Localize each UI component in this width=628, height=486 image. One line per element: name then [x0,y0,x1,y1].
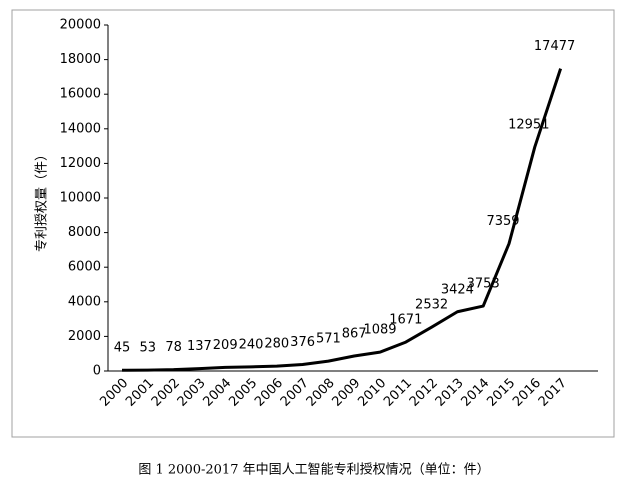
value-label: 376 [290,335,315,350]
value-label: 45 [114,341,131,356]
value-label: 571 [316,332,341,347]
x-tick-label: 2000 [97,376,131,410]
x-tick-label: 2009 [329,376,363,410]
x-tick-label: 2001 [123,376,157,410]
y-tick-label: 18000 [60,52,101,67]
x-tick-label: 2007 [278,376,312,410]
caption: 图 1 2000-2017 年中国人工智能专利授权情况（单位：件） [138,462,489,478]
chart-frame [11,9,615,438]
line [121,68,563,372]
x-tick-label: 2015 [484,376,518,410]
value-label: 280 [264,337,289,352]
value-label: 2532 [415,298,448,313]
y-tick-label: 0 [93,364,101,379]
y-tick-label: 10000 [60,191,101,206]
x-tick-label: 2014 [458,376,492,410]
y-tick-label: 6000 [68,260,101,275]
value-label: 78 [165,340,182,355]
x-tick-label: 2006 [252,376,286,410]
x-tick-label: 2016 [510,376,544,410]
x-tick-label: 2013 [433,376,467,410]
y-tick-label: 8000 [68,225,101,240]
y-axis-label: 专利授权量（件） [34,148,50,252]
x-tick-label: 2010 [355,376,389,410]
value-label: 12951 [508,117,549,132]
value-label: 7359 [486,214,519,229]
value-label: 17477 [534,39,575,54]
value-label: 209 [213,338,238,353]
value-label: 53 [140,341,157,356]
value-label: 1089 [363,323,396,338]
value-label: 3424 [441,282,474,297]
y-tick-label: 4000 [68,294,101,309]
x-tick-label: 2011 [381,376,415,410]
y-tick-label: 2000 [68,329,101,344]
y-tick-label: 14000 [60,121,101,136]
x-tick-label: 2003 [175,376,209,410]
value-label: 1671 [389,313,422,328]
x-tick-label: 2017 [536,376,570,410]
value-label: 137 [187,339,212,354]
x-tick-label: 2005 [226,376,260,410]
x-tick-label: 2008 [304,376,338,410]
x-tick-label: 2004 [200,376,234,410]
y-tick-label: 16000 [60,87,101,102]
value-label: 867 [342,327,367,342]
value-label: 240 [239,337,264,352]
x-tick-label: 2012 [407,376,441,410]
x-tick-label: 2002 [149,376,183,410]
y-tick-label: 20000 [60,18,101,33]
y-tick-label: 12000 [60,156,101,171]
